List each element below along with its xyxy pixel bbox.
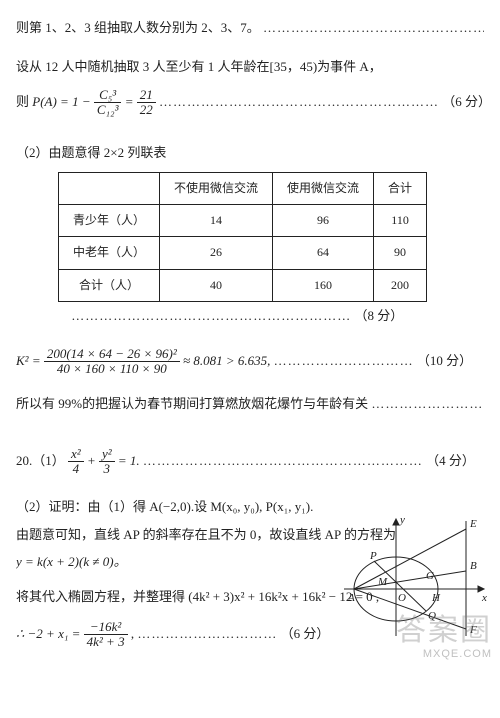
line-8pts: …………………………………………………… （8 分） xyxy=(16,306,484,327)
comma: , xyxy=(131,625,134,640)
line-q20-1: 20.（1） x² 4 + y² 3 = 1. …………………………………………… xyxy=(16,447,484,477)
lbl-P: P xyxy=(369,550,377,562)
expr: P(A) = 1 − xyxy=(32,93,90,108)
dots: …………………………………………………… xyxy=(159,93,439,108)
points: （10 分） xyxy=(417,352,472,367)
num: y² xyxy=(99,447,115,462)
cell: 96 xyxy=(273,205,374,237)
num: 200(14 × 64 − 26 × 96)² xyxy=(44,347,180,362)
cell: 90 xyxy=(374,237,427,269)
contingency-table: 不使用微信交流 使用微信交流 合计 青少年（人） 14 96 110 中老年（人… xyxy=(58,172,427,302)
lbl-B: B xyxy=(470,560,477,572)
den: 3 xyxy=(99,462,115,476)
points: （6 分） xyxy=(281,625,330,640)
line-k2: K² = 200(14 × 64 − 26 × 96)² 40 × 160 × … xyxy=(16,347,484,377)
dots: ………………………………………… xyxy=(263,20,484,35)
cell: 200 xyxy=(374,269,427,301)
eq1: = 1. xyxy=(118,453,140,468)
den: 22 xyxy=(137,103,156,117)
watermark-big: 答案圈 xyxy=(332,616,492,646)
table-row: 不使用微信交流 使用微信交流 合计 xyxy=(59,172,427,204)
text: 将其代入椭圆方程，并整理得 (4k² + 3)x² + 16k²x + 16k²… xyxy=(16,589,379,604)
num: x² xyxy=(68,447,84,462)
table-row: 中老年（人） 26 64 90 xyxy=(59,237,427,269)
text: （2）由题意得 2×2 列联表 xyxy=(16,145,166,160)
table-row: 青少年（人） 14 96 110 xyxy=(59,205,427,237)
text: 则第 1、2、3 组抽取人数分别为 2、3、7。 xyxy=(16,20,260,35)
approx: ≈ 8.081 > 6.635, xyxy=(183,352,270,367)
watermark: 答案圈 MXQE.COM xyxy=(332,616,492,664)
frac-k2: 200(14 × 64 − 26 × 96)² 40 × 160 × 110 ×… xyxy=(44,347,180,377)
dots: …………………………………………………… xyxy=(143,453,423,468)
eq: = xyxy=(125,93,134,108)
num: −16k² xyxy=(84,620,128,635)
plus: + xyxy=(87,453,99,468)
num: 21 xyxy=(137,88,156,103)
lbl-E: E xyxy=(469,518,477,530)
line-table-intro: （2）由题意得 2×2 列联表 xyxy=(16,143,484,164)
cell: 40 xyxy=(160,269,273,301)
text: 所以有 99%的把握认为春节期间打算燃放烟花爆竹与年龄有关 xyxy=(16,396,368,411)
lbl-G: G xyxy=(426,570,434,582)
lbl-H: H xyxy=(431,592,441,604)
text: （2）证明：由（1）得 A(−2,0).设 M(x₀, y₀), P(x₁, y… xyxy=(16,499,313,514)
frac-val: 21 22 xyxy=(137,88,156,118)
den: 4 xyxy=(68,462,84,476)
lbl-A: A xyxy=(347,592,355,604)
lbl-x: x xyxy=(481,592,487,604)
cell: 合计（人） xyxy=(59,269,160,301)
cell: 使用微信交流 xyxy=(273,172,374,204)
dots: ………………………… xyxy=(137,625,277,640)
points: （8 分） xyxy=(355,308,404,323)
cell: 14 xyxy=(160,205,273,237)
frac-x: x² 4 xyxy=(68,447,84,477)
lbl-O: O xyxy=(398,592,406,604)
dots: ………………………… xyxy=(371,396,484,411)
frac-root: −16k² 4k² + 3 xyxy=(84,620,128,650)
cell: 中老年（人） xyxy=(59,237,160,269)
text: 20.（1） xyxy=(16,453,65,468)
frac-c: C₅³ C₁₂³ xyxy=(94,88,122,118)
line-prob-formula: 则 P(A) = 1 − C₅³ C₁₂³ = 21 22 …………………………… xyxy=(16,88,484,118)
points: （6 分） xyxy=(442,93,484,108)
cell: 不使用微信交流 xyxy=(160,172,273,204)
cell xyxy=(59,172,160,204)
line-conclusion: 所以有 99%的把握认为春节期间打算燃放烟花爆竹与年龄有关 …………………………… xyxy=(16,394,484,415)
dots: …………………………………………………… xyxy=(71,308,351,323)
line-sampling-counts: 则第 1、2、3 组抽取人数分别为 2、3、7。 ………………………………………… xyxy=(16,18,484,39)
cell: 110 xyxy=(374,205,427,237)
cell: 160 xyxy=(273,269,374,301)
frac-y: y² 3 xyxy=(99,447,115,477)
text: y = k(x + 2)(k ≠ 0)。 xyxy=(16,554,127,569)
table-row: 合计（人） 40 160 200 xyxy=(59,269,427,301)
text: ∴ −2 + x₁ = xyxy=(16,625,80,640)
cell: 64 xyxy=(273,237,374,269)
cell: 26 xyxy=(160,237,273,269)
k2: K² = xyxy=(16,352,41,367)
watermark-small: MXQE.COM xyxy=(332,646,492,664)
den: 40 × 160 × 110 × 90 xyxy=(44,362,180,376)
cell: 青少年（人） xyxy=(59,205,160,237)
text: 则 xyxy=(16,93,29,108)
line-event-def: 设从 12 人中随机抽取 3 人至少有 1 人年龄在[35，45)为事件 A， xyxy=(16,57,484,78)
num: C₅³ xyxy=(94,88,122,103)
den: 4k² + 3 xyxy=(84,635,128,649)
cell: 合计 xyxy=(374,172,427,204)
den: C₁₂³ xyxy=(94,103,122,117)
lbl-y: y xyxy=(399,514,405,526)
lbl-M: M xyxy=(377,576,388,588)
text: 设从 12 人中随机抽取 3 人至少有 1 人年龄在[35，45)为事件 A， xyxy=(16,59,382,74)
dots: ………………………… xyxy=(274,352,414,367)
points: （4 分） xyxy=(426,453,475,468)
